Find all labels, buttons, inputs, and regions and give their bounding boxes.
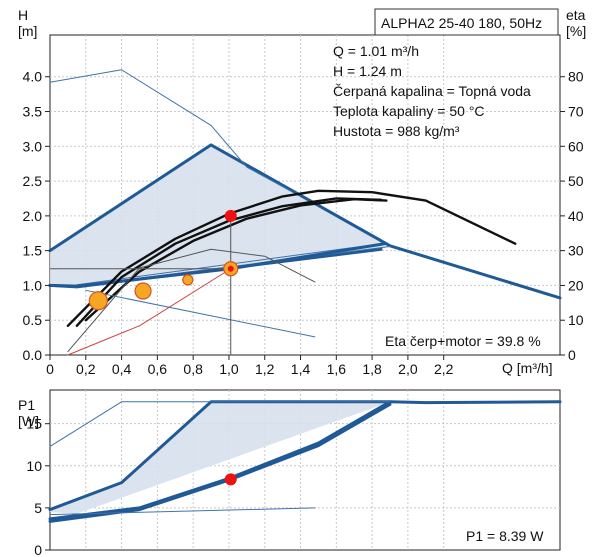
y-axis-label-h-unit: [m]	[18, 23, 37, 39]
eta-annotation: Eta čerp+motor = 39.8 %	[385, 333, 541, 349]
y2-tick-label: 20	[568, 277, 584, 293]
info-h: H = 1.24 m	[333, 63, 402, 79]
lower-series-top-thin	[49, 401, 391, 447]
x-tick-label: 1,0	[219, 361, 239, 377]
y-tick-label: 3.0	[23, 138, 43, 154]
upper-series-eta-black-3	[84, 197, 388, 322]
y-tick-label: 0.5	[23, 312, 43, 328]
info-q: Q = 1.01 m³/h	[333, 43, 419, 59]
lower-point-power-red	[224, 473, 237, 486]
lower-series-bottom-thin	[49, 507, 316, 516]
y-tick-label: 3.5	[23, 104, 43, 120]
upper-series-red-thin	[67, 268, 232, 356]
y-tick-label: 0	[34, 542, 42, 557]
upper-x-ticks: 0 0,2 0,4 0,6 0,8 1,0 1,2 1,4 1,6 1,8 2,0 2,2	[46, 355, 454, 377]
x-tick-label: 0,6	[148, 361, 168, 377]
y2-axis-label-eta: eta	[566, 7, 586, 23]
x-tick-label: 2,0	[398, 361, 418, 377]
upper-series-power-top-thin	[49, 69, 293, 193]
x-axis-label: Q [m³/h]	[502, 360, 553, 376]
y-tick-label: 4.0	[23, 69, 43, 85]
y2-axis-label-eta-unit: [%]	[566, 23, 586, 39]
x-tick-label: 0,2	[76, 361, 96, 377]
title-box	[374, 8, 559, 36]
y-tick-label: 10	[26, 458, 42, 474]
chart-title: ALPHA2 25-40 180, 50Hz	[381, 15, 542, 31]
x-tick-label: 0	[46, 361, 54, 377]
upper-point-orange-a	[88, 291, 108, 311]
upper-series-setpoint-curve	[48, 242, 387, 288]
lower-points-group	[224, 473, 237, 486]
upper-y2-ticks: 0 10 20 30 40 50 60 70 80	[560, 69, 584, 363]
upper-point-orange-c	[182, 274, 194, 286]
x-tick-label: 0,4	[112, 361, 132, 377]
upper-point-duty-center	[227, 265, 234, 272]
upper-points-group	[88, 209, 239, 311]
x-tick-label: 1,8	[362, 361, 382, 377]
power-annotation: P1 = 8.39 W	[466, 528, 544, 544]
x-tick-label: 2,2	[434, 361, 454, 377]
y-tick-label: 2.0	[23, 208, 43, 224]
y-tick-label: 2.5	[23, 173, 43, 189]
lower-chart: 0 5 10 15 P1 [W] P1 = 8.39 W	[18, 389, 562, 557]
y2-tick-label: 40	[568, 208, 584, 224]
y2-tick-label: 0	[568, 347, 576, 363]
info-temperature: Teplota kapaliny = 50 °C	[333, 103, 485, 119]
upper-point-duty-red	[224, 209, 237, 222]
info-liquid: Čerpaná kapalina = Topná voda	[333, 83, 531, 99]
lower-y-ticks: 0 5 10 15	[26, 416, 50, 557]
y-axis-label-p1-unit: [W]	[18, 413, 39, 429]
y-tick-label: 0.0	[23, 347, 43, 363]
upper-point-orange-b	[134, 282, 152, 300]
y2-tick-label: 10	[568, 312, 584, 328]
y2-tick-label: 60	[568, 138, 584, 154]
info-density: Hustota = 988 kg/m³	[333, 123, 460, 139]
x-tick-label: 1,4	[291, 361, 311, 377]
y-axis-label-h: H	[18, 7, 28, 23]
x-tick-label: 0,8	[183, 361, 203, 377]
upper-y-ticks: 0.0 0.5 1.0 1.5 2.0 2.5 3.0 3.5 4.0	[23, 69, 50, 363]
x-tick-label: 1,6	[327, 361, 347, 377]
y2-tick-label: 30	[568, 243, 584, 259]
upper-series-eta-black-1	[66, 189, 517, 327]
upper-series-max-curve	[48, 143, 562, 300]
lower-operating-region	[50, 401, 390, 514]
upper-chart: 0 0,2 0,4 0,6 0,8 1,0 1,2 1,4 1,6 1,8 2,0 2,2 0.00.…	[18, 7, 586, 377]
x-tick-label: 1,2	[255, 361, 275, 377]
y-axis-label-p1: P1	[18, 397, 35, 413]
upper-series-slope-thin	[85, 289, 316, 338]
y-tick-label: 5	[34, 500, 42, 516]
y-tick-label: 15	[26, 416, 42, 432]
y2-tick-label: 50	[568, 173, 584, 189]
y2-tick-label: 80	[568, 69, 584, 85]
y-tick-label: 1.0	[23, 277, 43, 293]
y2-tick-label: 70	[568, 104, 584, 120]
y-tick-label: 1.5	[23, 243, 43, 259]
upper-operating-region	[50, 144, 390, 287]
